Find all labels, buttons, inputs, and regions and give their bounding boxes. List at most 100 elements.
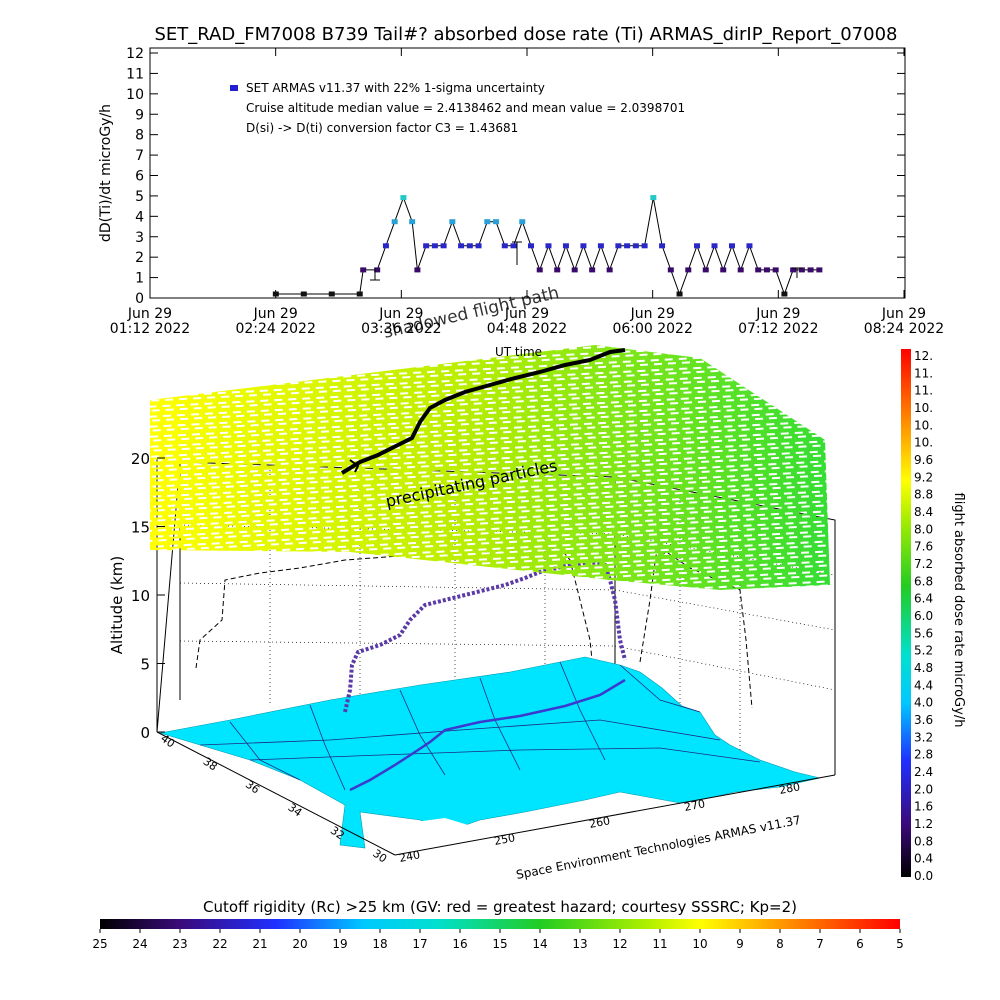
dose-colorbar-tick-label: 2.0 — [914, 782, 933, 796]
dose-colorbar-tick-label: 8.8 — [914, 488, 933, 502]
dose-point — [458, 243, 465, 249]
x-tick-label: 03:36 2022 — [361, 321, 441, 337]
lower-ut-time-label: UT time — [495, 345, 542, 359]
dose-colorbar-tick-label: 9.6 — [914, 453, 933, 467]
dose-point — [632, 243, 639, 249]
dose-colorbar-tick-label: 3.2 — [914, 730, 933, 744]
latitude-tick-label: 36 — [243, 778, 262, 797]
dose-colorbar-tick-label: 6.8 — [914, 574, 933, 588]
dose-point — [589, 267, 596, 273]
x-tick-label: Jun 29 — [755, 306, 800, 322]
shadowed-flight-path — [340, 348, 626, 475]
dose-point — [711, 243, 718, 249]
dose-colorbar-tick-label: 0.0 — [914, 869, 933, 883]
dose-colorbar-tick-label: 6.0 — [914, 609, 933, 623]
dose-point — [360, 267, 367, 273]
dose-point — [414, 267, 421, 273]
y-tick-label: 8 — [135, 128, 144, 144]
cutoff-tick-label: 25 — [92, 937, 107, 951]
dose-point — [527, 243, 534, 249]
flight-path-tail — [349, 459, 360, 473]
cutoff-tick-label: 17 — [412, 937, 427, 951]
dose-colorbar-tick-label: 5.2 — [914, 644, 933, 658]
dose-colorbar-tick-label: 8.4 — [914, 505, 933, 519]
longitude-tick-label: 240 — [398, 848, 421, 865]
dose-point — [816, 267, 823, 273]
cutoff-tick-label: 13 — [572, 937, 587, 951]
dose-point — [409, 219, 416, 225]
y-tick-label: 3 — [135, 230, 144, 246]
dose-point — [755, 267, 762, 273]
cutoff-tick-label: 12 — [612, 937, 627, 951]
dose-point — [423, 243, 430, 249]
dose-colorbar-tick-label: 10. — [914, 401, 933, 415]
dose-point — [356, 291, 363, 297]
dose-colorbar-tick-label: 10. — [914, 436, 933, 450]
dose-point — [300, 291, 307, 297]
dose-point — [554, 267, 561, 273]
ground-map-lake — [415, 818, 478, 838]
dose-colorbar-tick-label: 1.2 — [914, 817, 933, 831]
dose-point — [519, 219, 526, 225]
y-tick-label: 4 — [135, 209, 144, 225]
credit-label: Space Environment Technologies ARMAS v11… — [515, 813, 802, 882]
x-tick-label: 01:12 2022 — [110, 321, 190, 337]
dose-point — [737, 267, 744, 273]
longitude-tick-label: 250 — [493, 831, 516, 848]
altitude-tick-label: 20 — [131, 450, 150, 468]
dose-point — [440, 243, 447, 249]
y-tick-label: 7 — [135, 148, 144, 164]
dose-colorbar-tick-label: 6.4 — [914, 592, 933, 606]
latitude-tick-label: 38 — [201, 755, 220, 774]
dose-point — [571, 267, 578, 273]
dose-point — [728, 243, 735, 249]
precip-layer — [150, 345, 830, 590]
dose-colorbar-tick-label: 12. — [914, 349, 933, 363]
dose-point — [763, 267, 770, 273]
dose-point — [650, 195, 657, 201]
dose-colorbar-tick-label: 5.6 — [914, 626, 933, 640]
dose-point — [772, 267, 779, 273]
x-tick-label: Jun 29 — [253, 306, 298, 322]
dose-point — [615, 243, 622, 249]
cutoff-tick-label: 21 — [252, 937, 267, 951]
dose-colorbar-tick-label: 4.4 — [914, 678, 933, 692]
x-tick-label: Jun 29 — [504, 306, 549, 322]
latitude-tick-label: 34 — [285, 801, 304, 820]
dose-colorbar-tick-label: 2.8 — [914, 748, 933, 762]
altitude-tick-label: 10 — [131, 587, 150, 605]
cutoff-tick-label: 6 — [856, 937, 864, 951]
x-tick-label: 04:48 2022 — [487, 321, 567, 337]
dose-colorbar-tick-label: 0.8 — [914, 834, 933, 848]
dose-point — [659, 243, 666, 249]
legend-conversion-annotation: D(si) -> D(ti) conversion factor C3 = 1.… — [246, 121, 518, 135]
dose-point — [382, 243, 389, 249]
dose-colorbar-tick-label: 9.2 — [914, 470, 933, 484]
y-tick-label: 2 — [135, 250, 144, 266]
dose-point — [667, 267, 674, 273]
box-base — [156, 731, 836, 856]
cutoff-tick-label: 15 — [492, 937, 507, 951]
dose-point — [606, 267, 613, 273]
cutoff-tick-label: 18 — [372, 937, 387, 951]
dose-colorbar-tick-label: 11. — [914, 384, 933, 398]
dose-point — [510, 243, 517, 249]
y-tick-label: 9 — [135, 107, 144, 123]
x-tick-label: 07:12 2022 — [738, 321, 818, 337]
y-tick-label: 5 — [135, 189, 144, 205]
altitude-axis-label: Altitude (km) — [108, 556, 126, 654]
dose-point — [545, 243, 552, 249]
y-tick-label: 10 — [126, 87, 144, 103]
dose-point — [746, 243, 753, 249]
dose-colorbar-tick-label: 0.4 — [914, 852, 933, 866]
dose-colorbar-ticks: 12. 11. 11. 10. 10. 10. 9.6 9.2 8.8 8.4 8.0 7.6 7.2 6… — [914, 349, 933, 883]
dose-point — [685, 267, 692, 273]
cutoff-colorbar-ticks: 25 24 23 22 21 20 19 18 17 16 15 14 13 12 11 10 9 8 7 6 5 — [92, 929, 904, 951]
ground-map-borders — [199, 661, 761, 791]
ground-map — [159, 656, 821, 849]
dose-point — [391, 219, 398, 225]
dose-colorbar-tick-label: 2.4 — [914, 765, 933, 779]
